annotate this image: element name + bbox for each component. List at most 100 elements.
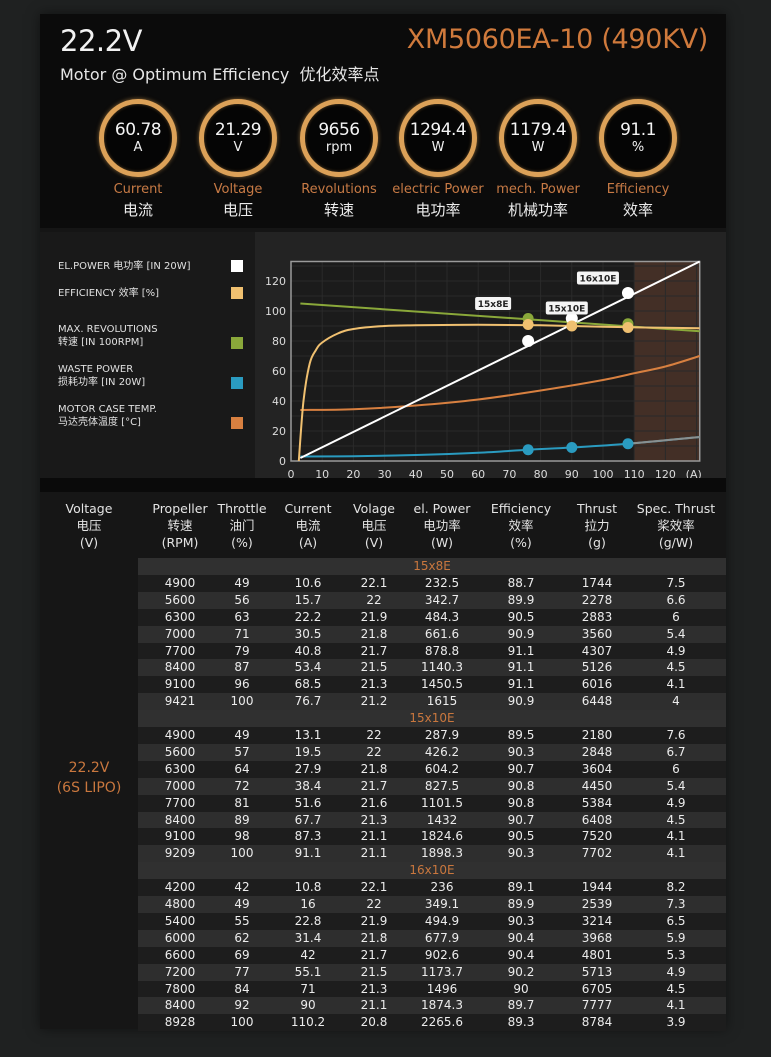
table-cell: 1101.5	[421, 795, 463, 810]
table-cell: 110.2	[290, 1015, 326, 1030]
table-cell: 2848	[581, 745, 613, 760]
table-cell: 10.8	[294, 880, 322, 895]
table-cell: 91.1	[507, 660, 535, 675]
table-cell: 2539	[581, 897, 613, 912]
table-row: 8928 100 110.2 20.8 2265.6 89.3 8784 3.9	[138, 1014, 726, 1032]
table-cell: 21.9	[360, 609, 388, 624]
legend-label: MAX. REVOLUTIONS	[58, 324, 158, 335]
table-cell: 90.9	[507, 626, 535, 641]
table-cell: 57	[234, 745, 250, 760]
table-cell: 5600	[164, 592, 196, 607]
table-row: 4900 49 10.6 22.1 232.5 88.7 1744 7.5	[138, 575, 726, 592]
table-cell: 69	[234, 947, 250, 962]
legend-item: EL.POWER 电功率 [IN 20W]	[58, 260, 243, 273]
table-cell: 8784	[581, 1015, 613, 1030]
table-cell: 4.9	[666, 964, 686, 979]
table-cell: 7700	[164, 643, 196, 658]
x-tick-label: 40	[409, 468, 423, 478]
table-cell: 1450.5	[421, 677, 463, 692]
table-cell: 2265.6	[421, 1015, 463, 1030]
table-cell: 7000	[164, 626, 196, 641]
column-header: Current 电流 (A)	[263, 500, 353, 551]
table-cell: 9421	[164, 694, 196, 709]
series-line-motor-case-temp	[300, 355, 701, 411]
table-cell: 21.6	[360, 795, 388, 810]
table-row: 6300 64 27.9 21.8 604.2 90.7 3604 6	[138, 760, 726, 778]
column-header-en: el. Power	[413, 501, 471, 516]
table-cell: 55	[234, 914, 250, 929]
column-header-cn: 桨效率	[657, 518, 695, 533]
gauge-label-cn: 效率	[622, 201, 653, 219]
table-cell: 6	[672, 761, 680, 776]
table-cell: 21.8	[360, 930, 388, 945]
table-cell: 6.7	[666, 745, 686, 760]
table-cell: 6000	[164, 930, 196, 945]
table-cell: 6600	[164, 947, 196, 962]
x-axis-label: (A)	[686, 468, 702, 478]
table-cell: 89.3	[507, 1015, 535, 1030]
gauge-value: 1294.4	[409, 119, 467, 140]
table-cell: 90.2	[507, 964, 535, 979]
table-cell: 15.7	[294, 592, 322, 607]
table-cell: 10.6	[294, 576, 322, 590]
table-cell: 4.5	[666, 981, 686, 996]
table-cell: 7.6	[666, 728, 686, 743]
table-cell: 49	[234, 728, 250, 743]
propeller-group-header: 15x10E	[138, 710, 726, 728]
gauge-label-en: mech. Power	[496, 182, 580, 197]
table-cell: 84	[234, 981, 250, 996]
gauge-label-cn: 电功率	[415, 201, 461, 219]
table-cell: 1496	[426, 981, 458, 996]
table-cell: 79	[234, 643, 250, 658]
marker-el-power	[522, 335, 535, 347]
table-row: 5400 55 22.8 21.9 494.9 90.3 3214 6.5	[138, 913, 726, 930]
table-cell: 661.6	[424, 626, 460, 641]
table-row: 7800 84 71 21.3 1496 90 6705 4.5	[138, 980, 726, 998]
table-cell: 21.1	[360, 998, 388, 1013]
table-cell: 7000	[164, 778, 196, 793]
propeller-group-header: 16x10E	[138, 862, 726, 880]
table-cell: 4801	[581, 947, 613, 962]
legend-item: MOTOR CASE TEMP. 马达壳体温度 [°C]	[58, 403, 243, 429]
table-cell: 89.1	[507, 880, 535, 895]
column-header-cn: 电压	[361, 518, 387, 533]
table-cell: 3214	[581, 914, 613, 929]
gauge-label-cn: 电压	[222, 201, 253, 219]
x-tick-label: 110	[624, 468, 645, 478]
table-row: 6600 69 42 21.7 902.6 90.4 4801 5.3	[138, 946, 726, 964]
table-cell: 9209	[164, 846, 196, 861]
table-cell: 1744	[581, 576, 613, 590]
column-header-unit: (RPM)	[161, 535, 199, 550]
table-cell: 21.3	[360, 812, 388, 827]
marker-label-box	[576, 271, 619, 285]
table-cell: 6408	[581, 812, 613, 827]
table-cell: 2278	[581, 592, 613, 607]
column-header-unit: (%)	[510, 535, 532, 550]
column-header: Efficiency 效率 (%)	[476, 500, 566, 551]
table-cell: 22.2	[294, 609, 322, 624]
table-cell: 89	[234, 812, 250, 827]
table-cell: 8928	[164, 1015, 196, 1030]
marker-waste-power	[566, 442, 578, 453]
gauge-label-cn: 机械功率	[507, 201, 568, 219]
gauge-unit: W	[431, 139, 445, 155]
marker-label-box	[475, 297, 512, 310]
gauge-current: 60.78 A Current 电流	[88, 99, 188, 220]
table-row: 4200 42 10.8 22.1 236 89.1 1944 8.2	[138, 879, 726, 897]
y-tick-label: 100	[265, 305, 286, 318]
table-cell: 1944	[581, 880, 613, 895]
y-tick-label: 20	[272, 425, 286, 438]
table-cell: 38.4	[294, 778, 322, 793]
table-cell: 90.5	[507, 609, 535, 624]
table-cell: 484.3	[424, 609, 460, 624]
table-cell: 51.6	[294, 795, 322, 810]
table-cell: 49	[234, 897, 250, 912]
table-cell: 30.5	[294, 626, 322, 641]
x-tick-label: 100	[593, 468, 614, 478]
column-header: Propeller 转速 (RPM)	[135, 500, 225, 551]
voltage-value: 22.2V	[68, 760, 110, 776]
table-cell: 4800	[164, 897, 196, 912]
section-divider	[40, 478, 726, 492]
column-header-cn: 电压	[76, 518, 102, 533]
table-cell: 9100	[164, 677, 196, 692]
